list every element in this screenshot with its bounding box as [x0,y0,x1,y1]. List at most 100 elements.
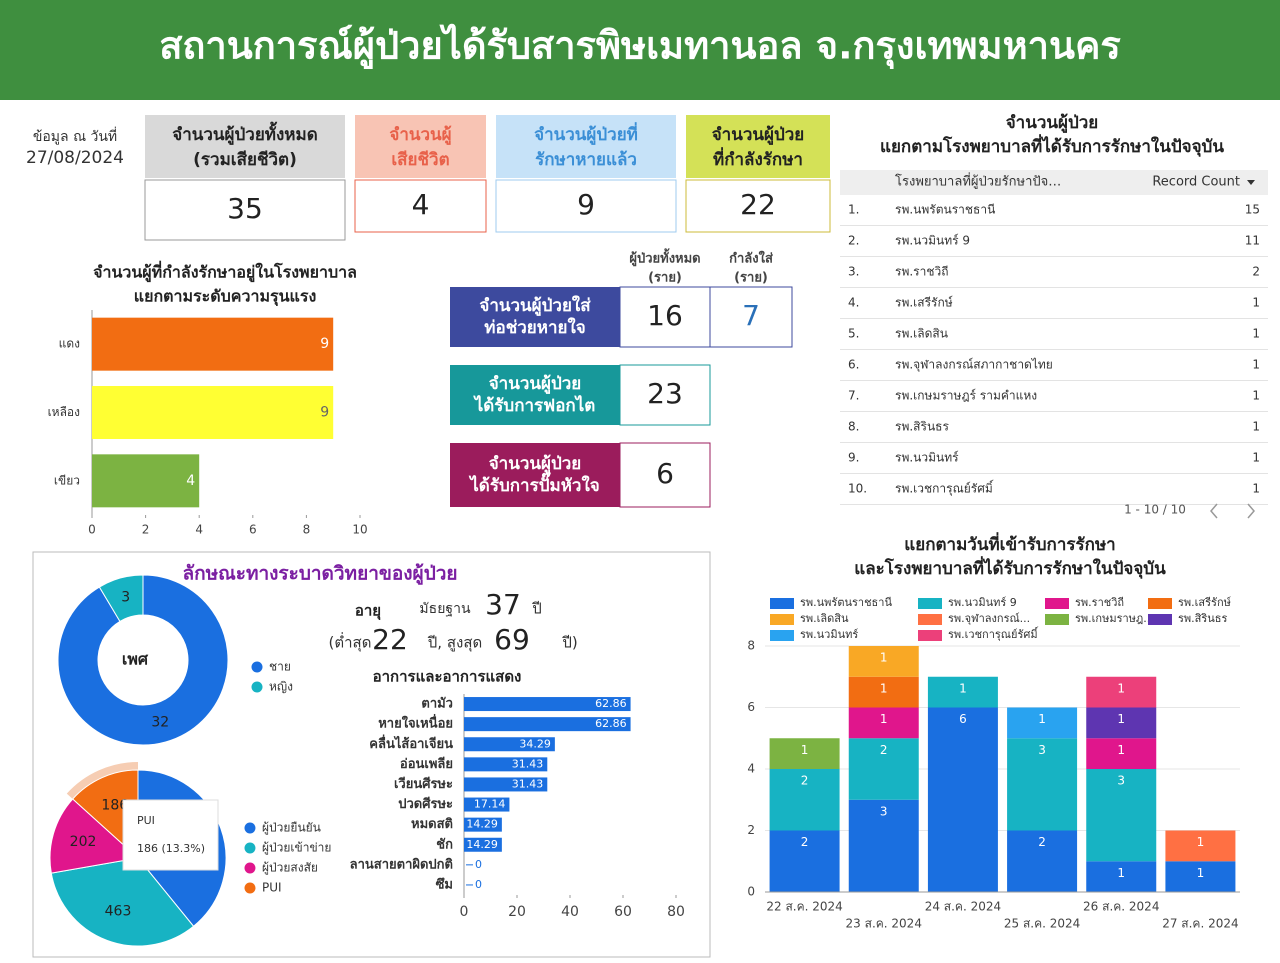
value-label: 4 [186,473,195,489]
procedure-value: 7 [742,299,760,332]
y-tick-label: 2 [747,823,755,837]
column-header: กำลังใส่ [729,250,773,267]
procedure-value-box [619,286,711,348]
bar-segment [1007,830,1078,892]
chart-title: แยกตามระดับความรุนแรง [134,287,317,307]
bar-segment [769,830,840,892]
value-label: 31.43 [512,777,544,790]
value-label: 2 [1038,835,1046,849]
bar-segment [769,769,840,831]
next-page[interactable] [1247,503,1255,519]
bar [464,697,631,712]
kpi-value: 35 [227,192,263,225]
bar [92,454,200,508]
age-text: ปี, สูงสุด [427,634,482,653]
value-label: 62.86 [595,697,627,710]
legend-label: ชาย [269,660,291,674]
age-value: 22 [372,623,408,656]
sort-icon[interactable] [1247,180,1255,185]
value-label: 1 [1117,743,1125,757]
value-label: 31.43 [512,757,544,770]
procedure-label: จำนวนผู้ป่วย [489,374,582,395]
value-label: 9 [320,336,329,352]
age-label: อายุ [355,602,381,621]
x-tick-label: 4 [195,523,203,537]
legend-swatch [770,630,794,641]
bar-segment [848,707,919,739]
epi-panel [32,551,711,958]
category-label: หมดสติ [411,817,453,832]
value-label: 1 [1117,866,1125,880]
hospital-name: รพ.เลิดสิน [895,327,948,341]
kpi-value: 22 [740,188,776,221]
value-label: 1 [801,743,809,757]
legend-label: รพ.เวชการุณย์รัศมิ์ [948,626,1039,641]
x-tick-label: 10 [352,523,367,537]
age-value: 37 [485,588,521,621]
kpi-label: จำนวนผู้ป่วยทั้งหมด [172,121,318,146]
value-label: 1 [1197,835,1205,849]
bar-segment [1007,707,1078,739]
x-tick-label: 8 [303,523,311,537]
hover-halo [66,762,138,799]
x-tick-label: 22 ส.ค. 2024 [766,900,842,914]
legend-label: รพ.เลิดสิน [800,612,849,625]
hospital-name: รพ.เวชการุณย์รัศมิ์ [895,480,994,497]
category-label: ปวดศีรษะ [398,796,453,812]
bar-segment [1165,830,1236,862]
kpi-label: (รวมเสียชีวิต) [193,149,297,170]
kpi-header [496,115,676,178]
legend-swatch [918,630,942,641]
bar-segment [1007,738,1078,831]
value-label: 1 [959,681,967,695]
legend-swatch [1148,614,1172,625]
x-tick-label: 60 [614,904,632,920]
value-label: 1 [880,651,888,665]
legend-dot [244,882,256,894]
record-count: 1 [1252,389,1260,403]
x-tick-label: 27 ส.ค. 2024 [1162,917,1238,931]
chart-title: อาการและอาการแสดง [373,668,522,686]
value-label: 17.14 [474,798,506,811]
y-tick-label: 0 [747,885,755,899]
slice [49,798,140,874]
legend-label: รพ.สิรินธร [1178,612,1228,625]
age-text: ปี [531,600,541,618]
legend-label: ผู้ป่วยเข้าข่าย [262,841,331,856]
legend-label: รพ.เสรีรักษ์ [1178,596,1231,609]
tooltip-title: PUI [137,814,155,827]
hospital-name: รพ.จุฬาลงกรณ์สภากาชาดไทย [895,358,1053,373]
table-header [840,170,1268,195]
value-label: 3 [1117,774,1125,788]
category-label: แดง [59,337,80,351]
row-number: 5. [848,327,859,341]
hospital-name: รพ.นพรัตนราชธานี [895,203,995,217]
bar-segment [1165,861,1236,892]
procedure-label: ท่อช่วยหายใจ [484,317,585,338]
value-label: 1 [1117,681,1125,695]
value-label: 1 [880,712,888,726]
hospital-name: รพ.เกษมราษฎร์ รามคำแหง [895,389,1037,403]
kpi-value: 9 [577,188,595,221]
kpi-label: จำนวนผู้ [389,125,451,146]
row-number: 7. [848,389,859,403]
value-label: 9 [320,405,329,421]
hospital-name: รพ.นวมินทร์ [895,451,959,465]
procedure-value-box [619,442,711,508]
y-tick-label: 8 [747,639,755,653]
category-label: ลานสายตาผิดปกติ [350,857,453,872]
bar-segment [848,799,919,892]
category-label: อ่อนเพลีย [400,756,453,772]
legend-swatch [918,614,942,625]
prev-page[interactable] [1210,503,1218,519]
procedure-value-box [709,286,793,348]
age-value: 69 [494,623,530,656]
procedure-label: จำนวนผู้ป่วยใส่ [479,295,591,317]
legend-dot [251,661,263,673]
table-title: แยกตามโรงพยาบาลที่ได้รับการรักษาในปัจจุบ… [880,134,1224,157]
kpi-box [144,179,346,241]
bar-segment [927,676,998,708]
x-tick-label: 0 [460,904,469,920]
record-count: 1 [1252,451,1260,465]
x-tick-label: 40 [561,904,579,920]
